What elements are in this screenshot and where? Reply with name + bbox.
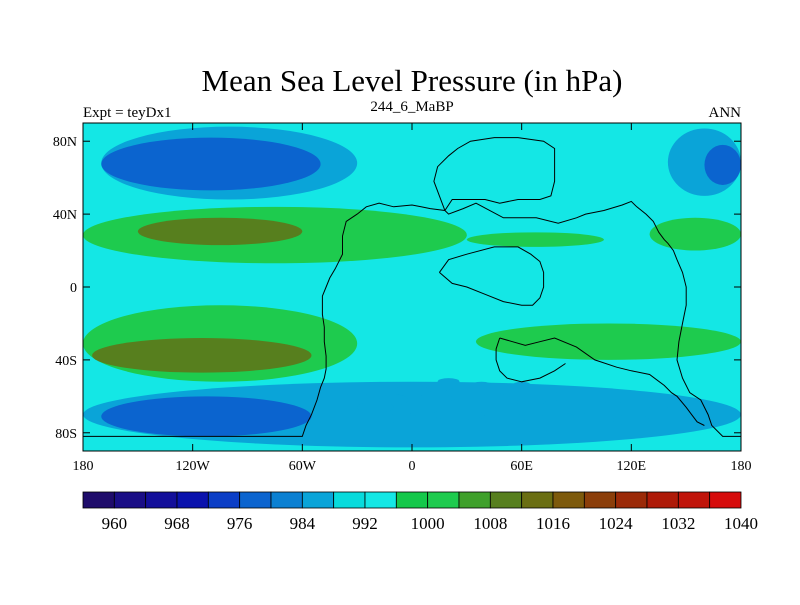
colorbar-box	[270, 491, 303, 509]
x-tick-label: 60E	[510, 459, 533, 474]
field-north-high-lat-core-west	[101, 137, 321, 191]
map-axes: 180 120W 60W 0 60E 120E 180 80N 40N 0 40S 80S	[53, 123, 752, 474]
period-label: 244_6_MaBP	[370, 99, 453, 115]
field-south-high-lat-core	[101, 396, 312, 437]
speckle	[602, 396, 625, 404]
speckle	[388, 412, 418, 424]
y-tick-label: 80N	[53, 135, 77, 150]
coastlines	[83, 137, 741, 437]
speckle	[613, 414, 650, 426]
map-plot-area	[83, 123, 741, 451]
speckle	[479, 392, 509, 408]
colorbar-box	[113, 491, 147, 509]
colorbar-box	[82, 491, 115, 509]
colorbar-box	[615, 491, 648, 509]
speckle	[538, 390, 561, 402]
colorbar-box	[521, 491, 554, 509]
y-tick-label: 40S	[55, 354, 77, 369]
x-tick-label: 180	[73, 459, 94, 474]
colorbar-box	[395, 491, 429, 509]
x-tick-label: 0	[409, 459, 416, 474]
field-north-high-lat-core-east	[704, 144, 741, 185]
colorbar-label: 1024	[599, 514, 634, 533]
coastline-2	[438, 246, 545, 306]
speckle	[516, 398, 546, 406]
colorbar-box	[489, 491, 523, 509]
speckle	[346, 392, 369, 400]
colorbar-label: 1040	[724, 514, 758, 533]
season-label: ANN	[709, 105, 742, 121]
colorbar-box	[677, 491, 711, 509]
colorbar-box	[176, 491, 209, 509]
colorbar: 960 968 976 984 992 1000 1008 1016 1024 1032 1040	[82, 491, 758, 533]
chart-title: Mean Sea Level Pressure (in hPa)	[202, 63, 623, 98]
colorbar-label: 960	[102, 514, 128, 533]
colorbar-box	[552, 491, 585, 509]
colorbar-box	[301, 491, 335, 509]
experiment-label: Expt = teyDx1	[83, 105, 171, 121]
colorbar-box	[333, 491, 366, 509]
coastline-1	[433, 137, 556, 211]
y-tick-label: 0	[70, 281, 77, 296]
speckle	[444, 387, 489, 399]
colorbar-label: 976	[227, 514, 253, 533]
speckle	[432, 409, 484, 421]
y-tick-label: 40N	[53, 208, 77, 223]
colorbar-label: 1016	[536, 514, 570, 533]
speckle	[565, 407, 588, 415]
field-north-subtropical-high-east	[649, 217, 741, 251]
colorbar-label: 968	[164, 514, 190, 533]
colorbar-box	[145, 491, 178, 509]
speckle	[393, 385, 431, 397]
colorbar-label: 1008	[473, 514, 507, 533]
field-north-subtropical-core-pacific	[137, 217, 303, 246]
speckle	[481, 412, 526, 424]
coastline-0	[83, 200, 741, 437]
pressure-speckles	[346, 378, 670, 426]
x-tick-label: 120W	[176, 459, 211, 474]
speckle	[357, 401, 394, 413]
colorbar-box	[364, 491, 397, 509]
colorbar-box	[239, 491, 272, 509]
coastline-4	[495, 337, 566, 383]
colorbar-label: 984	[290, 514, 316, 533]
colorbar-box	[458, 491, 491, 509]
colorbar-box	[583, 491, 617, 509]
field-north-subtropical-high-mid	[466, 232, 604, 247]
x-tick-label: 120E	[617, 459, 647, 474]
speckle	[539, 412, 577, 424]
colorbar-box	[709, 491, 742, 509]
colorbar-box	[207, 491, 241, 509]
speckle	[510, 381, 533, 393]
speckle	[437, 378, 460, 386]
colorbar-label: 1000	[411, 514, 445, 533]
x-tick-label: 60W	[289, 459, 317, 474]
colorbar-label: 992	[352, 514, 378, 533]
colorbar-box	[427, 491, 460, 509]
field-south-subtropical-core-pacific	[92, 338, 312, 373]
speckle	[647, 401, 670, 410]
colorbar-box	[646, 491, 679, 509]
speckle	[470, 381, 493, 390]
x-tick-label: 180	[731, 459, 752, 474]
speckle	[379, 394, 409, 406]
y-tick-label: 80S	[55, 427, 77, 442]
colorbar-label: 1032	[661, 514, 695, 533]
coastline-3	[499, 337, 705, 426]
field-south-subtropical-high-indian	[475, 323, 741, 360]
